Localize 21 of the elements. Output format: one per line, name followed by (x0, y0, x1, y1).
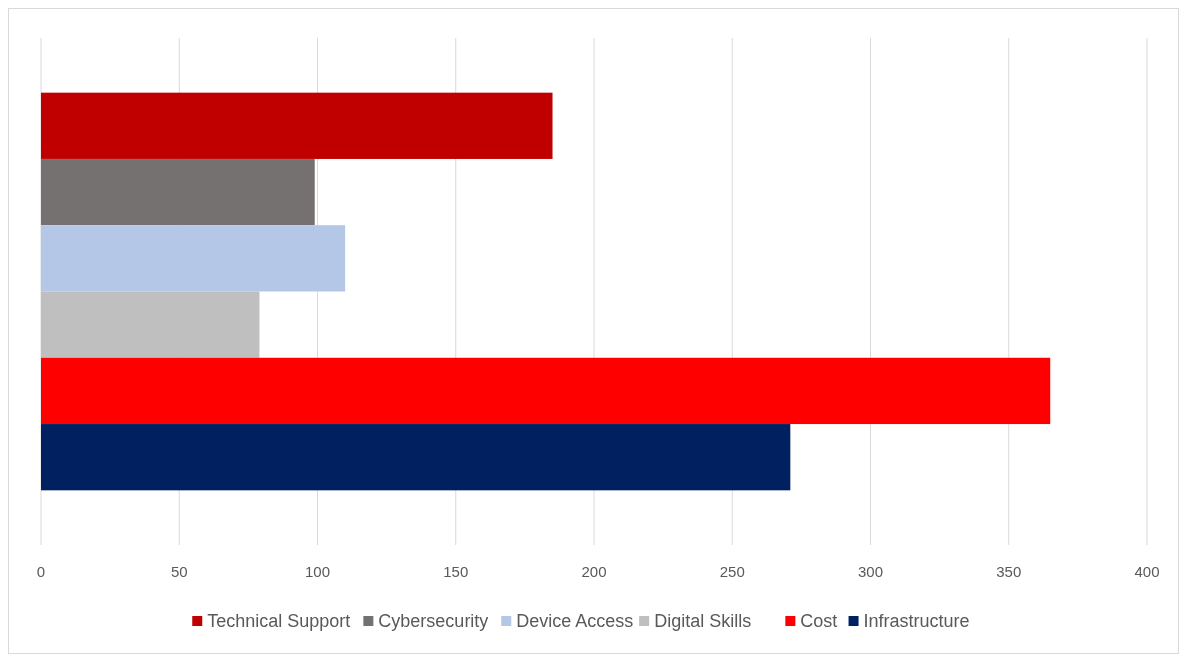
x-tick-label: 350 (996, 563, 1022, 580)
x-tick-label: 300 (857, 563, 884, 580)
x-tick-label: 150 (443, 563, 469, 580)
bar (41, 158, 315, 226)
bar (41, 92, 553, 159)
legend-label: Infrastructure (863, 611, 970, 631)
legend-label: Technical Support (207, 611, 351, 631)
legend-label: Digital Skills (654, 611, 752, 631)
legend-label: Device Access (516, 611, 634, 631)
legend-label: Cost (800, 611, 838, 631)
x-tick-label: 250 (719, 563, 745, 580)
legend-label: Cybersecurity (378, 611, 489, 631)
x-tick-label: 200 (581, 563, 607, 580)
x-tick-label: 50 (170, 563, 188, 580)
x-tick-label: 400 (1134, 563, 1160, 580)
bar (41, 225, 346, 292)
bar (41, 291, 260, 358)
bar (41, 424, 791, 491)
x-tick-label: 100 (304, 563, 331, 580)
x-tick-label: 0 (36, 563, 46, 580)
bar (41, 357, 1051, 425)
